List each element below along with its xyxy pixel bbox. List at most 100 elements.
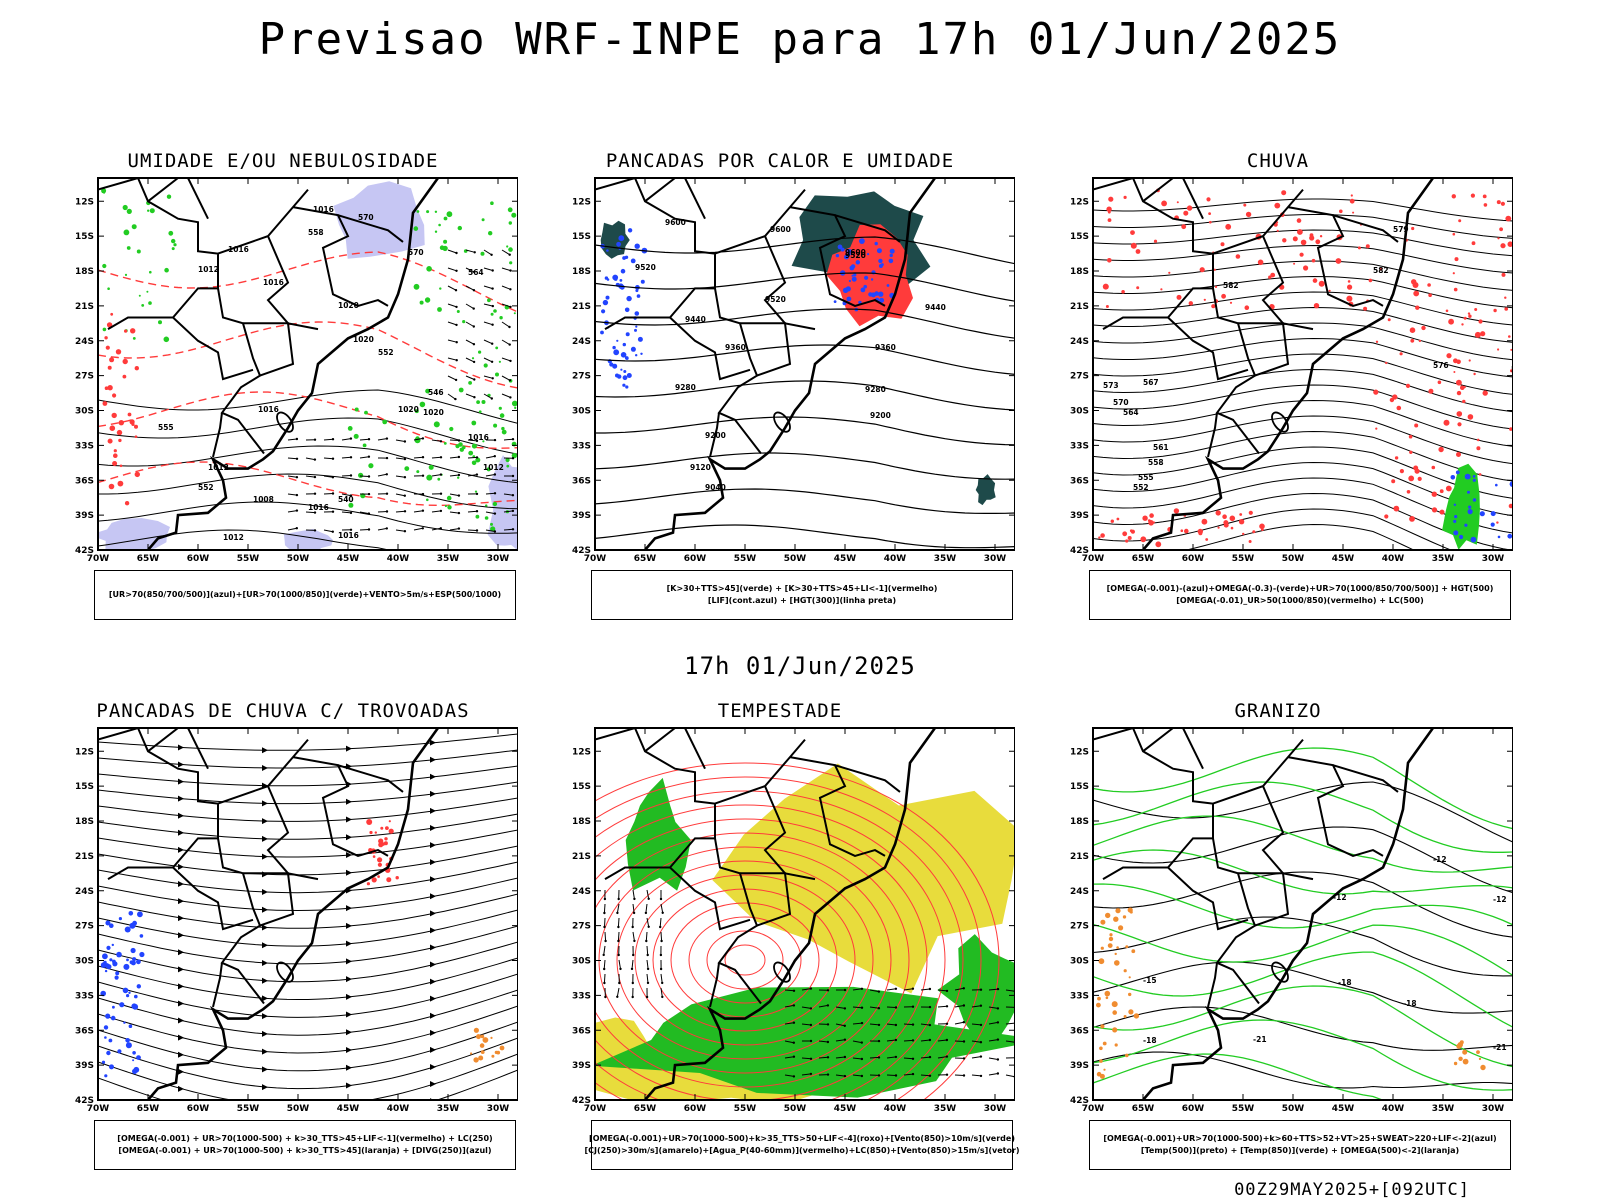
lon-tick-label: 45W	[1332, 554, 1355, 564]
height-300hpa-line	[595, 452, 1015, 480]
wind-vector	[503, 438, 514, 441]
vector-head	[633, 939, 636, 943]
lifted-index-contour	[622, 342, 626, 347]
low-level-humidity-area	[513, 312, 516, 315]
wind-vector	[618, 959, 621, 969]
rain-area	[1453, 287, 1458, 292]
thickness-red-area	[134, 435, 138, 439]
rain-area	[1445, 485, 1452, 492]
uplift-area	[1509, 482, 1512, 485]
rain-area	[1409, 516, 1415, 522]
contour-label: 9600	[665, 218, 686, 227]
vector-head	[945, 1005, 949, 1008]
rain-area	[1510, 348, 1513, 351]
lifted-index-contour	[626, 295, 632, 302]
uplift-area	[1467, 475, 1471, 479]
lifted-index-contour	[619, 284, 625, 290]
vector-head	[475, 456, 479, 459]
lifted-index-contour	[833, 300, 837, 303]
height-500hpa-line	[1093, 461, 1513, 517]
height-500hpa-line	[1093, 322, 1513, 361]
low-level-humidity-area	[132, 337, 136, 340]
streamline-arrow	[430, 859, 436, 866]
lat-tick-label: 15S	[1070, 782, 1089, 792]
low-level-humidity-area	[443, 239, 448, 244]
rain-area	[1476, 438, 1480, 442]
vector-head	[911, 1072, 915, 1076]
rain-area	[1430, 389, 1434, 392]
rain-area	[1500, 243, 1506, 249]
lon-tick-label: 70W	[1082, 554, 1105, 564]
lat-tick-label: 42S	[572, 1096, 591, 1106]
rain-area	[1437, 380, 1442, 385]
rain-area	[1102, 283, 1109, 290]
thunderstorm-area	[371, 877, 377, 883]
low-level-humidity-area	[459, 447, 464, 452]
rain-area	[1473, 372, 1476, 376]
lon-tick-label: 30W	[487, 554, 510, 564]
vector-head	[509, 305, 512, 309]
vector-head	[349, 528, 353, 531]
rain-area	[1458, 219, 1462, 223]
low-level-humidity-area	[498, 406, 502, 410]
streamline-arrow	[178, 949, 184, 956]
wind-vector	[395, 439, 405, 442]
streamline	[98, 957, 518, 1000]
streamline	[98, 1005, 518, 1054]
lc-850-streamline	[688, 916, 802, 1004]
rain-area	[1460, 385, 1465, 390]
vector-head	[911, 1005, 915, 1008]
low-level-humidity-area	[483, 363, 488, 368]
political-border	[604, 837, 715, 880]
divergence-area	[130, 947, 136, 954]
map-panel-1: UMIDADE E/OU NEBULOSIDADE 1016 1016 1012 101…	[48, 150, 518, 650]
wind-vector	[465, 267, 475, 273]
lagoon	[1271, 411, 1289, 433]
vector-head	[439, 527, 442, 530]
rain-area	[1176, 201, 1179, 204]
wind-vector	[835, 1074, 845, 1077]
low-level-humidity-area	[416, 210, 420, 213]
vector-head	[508, 343, 511, 346]
lifted-index-contour	[878, 258, 883, 264]
vector-head	[644, 911, 648, 915]
rain-area	[1408, 434, 1413, 439]
vector-head	[894, 987, 898, 990]
rain-area	[1456, 390, 1462, 396]
temperature-850hpa-line	[1093, 883, 1513, 929]
low-level-humidity-area	[147, 209, 150, 212]
wind-vector	[359, 511, 369, 515]
thunderstorm-area	[366, 882, 370, 886]
contour-label: 1016	[338, 531, 359, 540]
height-300hpa-line	[595, 488, 1015, 514]
omega-area	[1125, 1053, 1129, 1058]
wind-vector	[465, 393, 475, 398]
lon-tick-label: 70W	[584, 1104, 607, 1114]
vector-head	[630, 967, 634, 971]
contour-label: 558	[1148, 458, 1164, 467]
streamline-arrow	[178, 983, 184, 990]
wind-vector	[617, 917, 620, 928]
streamline-arrow	[178, 778, 184, 785]
lifted-index-contour	[848, 279, 851, 283]
omega-area	[1457, 1042, 1463, 1048]
vector-head	[455, 323, 458, 327]
height-500hpa-line	[1093, 337, 1513, 378]
wind-vector	[501, 393, 511, 398]
lon-tick-label: 35W	[1432, 1104, 1455, 1114]
wind-vector	[449, 528, 459, 531]
thickness-red-area	[134, 471, 140, 478]
rain-area	[1399, 469, 1404, 474]
streamline-arrow	[178, 1068, 184, 1075]
streamline-arrow	[430, 807, 436, 814]
map-layer: 5825825795765735705675645615585555525765…	[1093, 178, 1513, 550]
vector-head	[473, 378, 476, 381]
lat-tick-label: 30S	[75, 957, 94, 967]
rain-area	[1461, 323, 1464, 326]
rain-area	[1220, 242, 1225, 247]
contour-label: 1020	[423, 408, 444, 417]
vector-head	[403, 440, 407, 443]
wind-vector	[920, 1039, 930, 1042]
vector-head	[604, 995, 607, 999]
